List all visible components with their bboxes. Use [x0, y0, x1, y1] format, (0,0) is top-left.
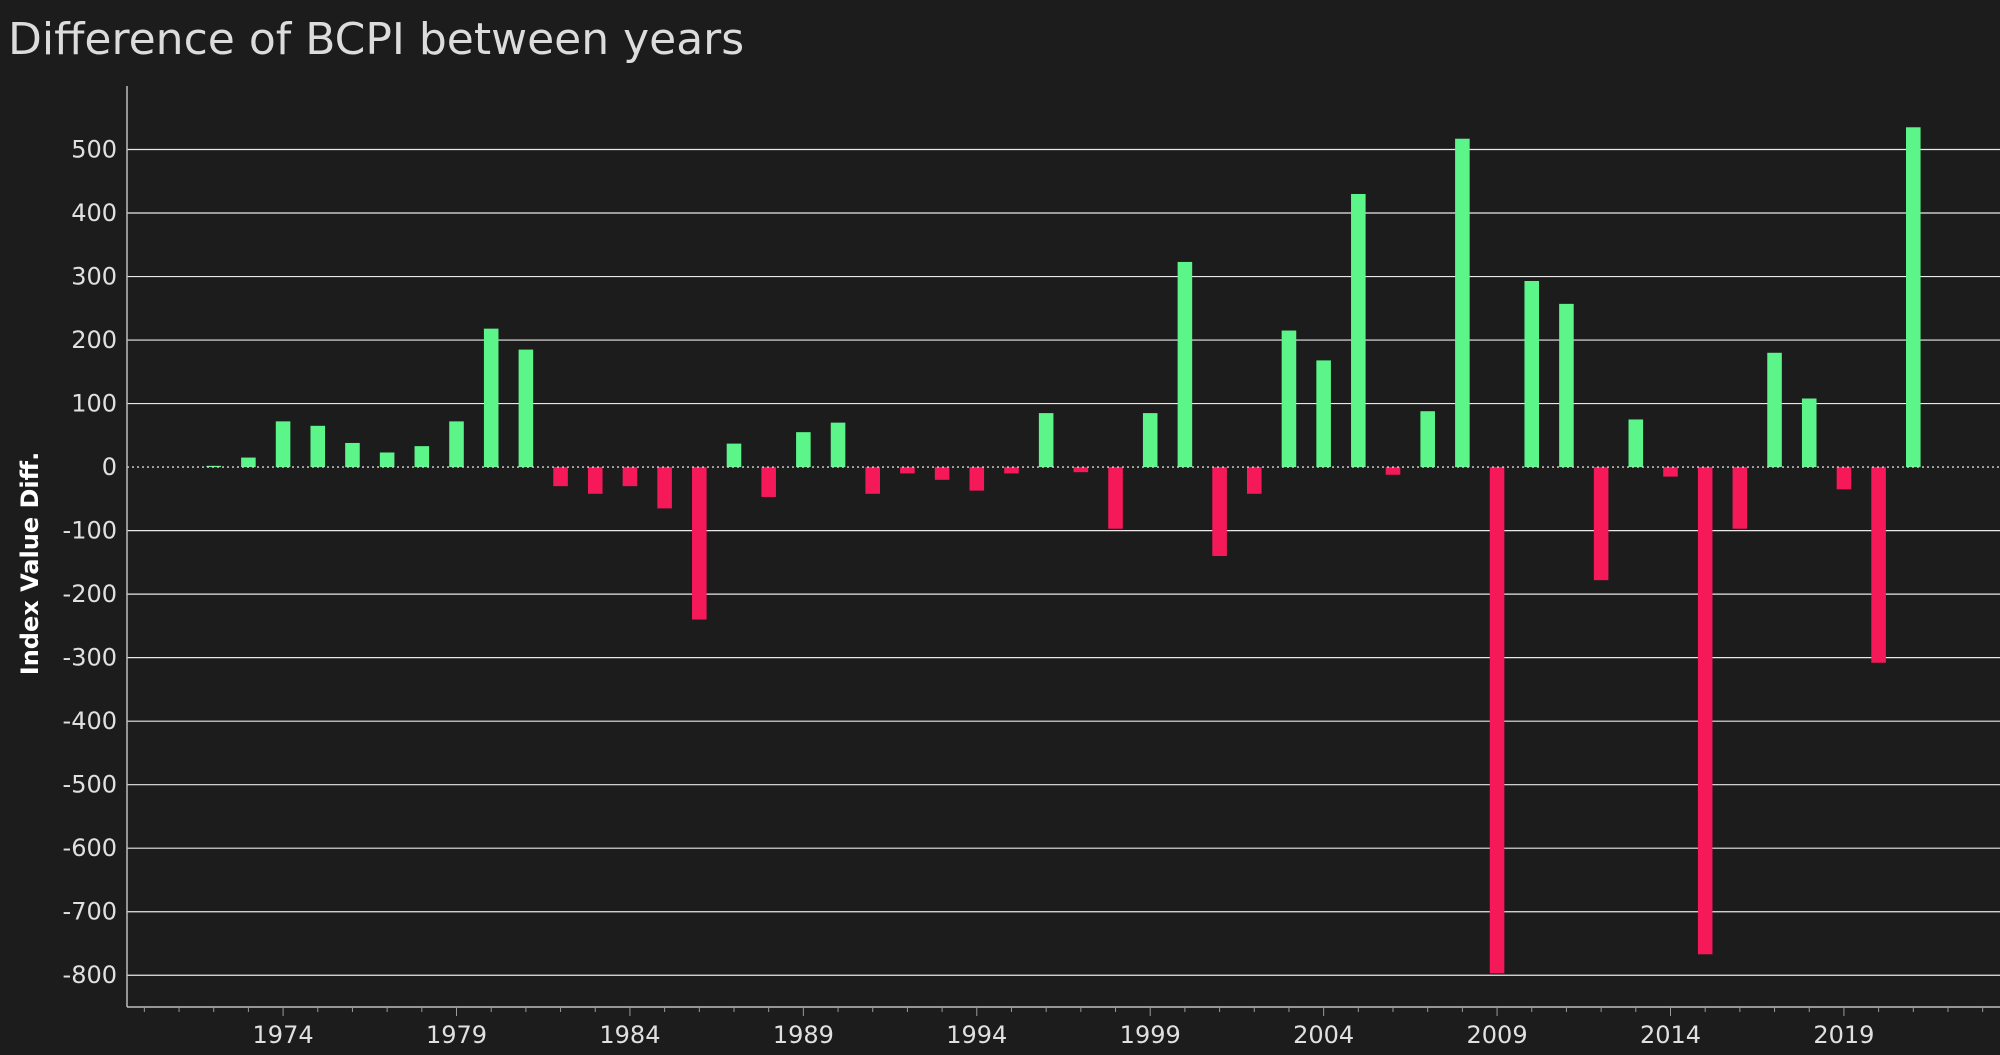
bar-2008[interactable]: [1455, 138, 1470, 468]
bar-1996[interactable]: [1038, 413, 1054, 468]
x-tick-label: 2009: [1467, 1021, 1528, 1049]
axes: [126, 86, 2000, 1008]
bar-2005[interactable]: [1351, 193, 1366, 468]
x-tick-label: 2014: [1640, 1021, 1701, 1049]
bar-2009[interactable]: [1489, 467, 1505, 974]
bar-1978[interactable]: [414, 446, 430, 468]
x-tick-label: 2019: [1813, 1021, 1874, 1049]
bar-1994[interactable]: [969, 467, 985, 491]
bar-2021[interactable]: [1906, 127, 1921, 468]
y-tick-label: -800: [63, 961, 117, 989]
x-axis-ticks: 1974 1979 1984 1989 1994 1999 2004 2009 2014 2019: [143, 1007, 1984, 1049]
y-tick-label: 0: [102, 453, 117, 481]
bar-1997[interactable]: [1073, 467, 1089, 473]
bar-2015[interactable]: [1697, 467, 1713, 955]
bar-2006[interactable]: [1385, 467, 1401, 475]
bar-2001[interactable]: [1212, 467, 1227, 557]
bar-2000[interactable]: [1177, 261, 1193, 468]
bar-1981[interactable]: [518, 349, 534, 468]
y-tick-label: -500: [63, 771, 117, 799]
bar-1979[interactable]: [449, 421, 464, 468]
bar-1975[interactable]: [310, 425, 326, 468]
bar-2020[interactable]: [1871, 467, 1886, 663]
bar-1990[interactable]: [830, 422, 846, 468]
bar-1992[interactable]: [900, 467, 915, 474]
y-axis-ticks: 500 400 300 200 100 0 -100 -200 -300 -400 -500 -600…: [63, 136, 117, 990]
y-tick-label: -300: [63, 644, 117, 672]
x-tick-label: 1984: [599, 1021, 660, 1049]
bar-1991[interactable]: [865, 467, 881, 494]
bar-1995[interactable]: [1004, 467, 1019, 474]
y-tick-label: 200: [71, 326, 117, 354]
y-tick-label: 300: [71, 263, 117, 291]
bar-1976[interactable]: [345, 442, 360, 468]
y-tick-label: 400: [71, 199, 117, 227]
chart-title: Difference of BCPI between years: [8, 14, 745, 65]
y-tick-label: -700: [63, 898, 117, 926]
y-tick-label: -400: [63, 707, 117, 735]
bar-2012[interactable]: [1593, 467, 1609, 581]
bar-1982[interactable]: [553, 467, 568, 487]
bar-1980[interactable]: [483, 328, 499, 468]
y-tick-label: 100: [71, 390, 117, 418]
bar-1986[interactable]: [692, 467, 707, 620]
bar-1973[interactable]: [241, 457, 256, 468]
bar-2004[interactable]: [1316, 360, 1331, 468]
bar-1984[interactable]: [622, 467, 638, 487]
bar-1985[interactable]: [657, 467, 672, 509]
bar-1998[interactable]: [1108, 467, 1123, 529]
bar-1983[interactable]: [587, 467, 603, 494]
bar-2007[interactable]: [1420, 411, 1435, 468]
x-tick-label: 2004: [1293, 1021, 1354, 1049]
bar-1987[interactable]: [726, 443, 742, 468]
y-axis-title: Index Value Diff.: [16, 452, 44, 675]
bar-2010[interactable]: [1524, 280, 1540, 468]
bar-2014[interactable]: [1663, 467, 1678, 477]
bar-2011[interactable]: [1559, 303, 1574, 468]
bar-1974[interactable]: [275, 421, 291, 468]
gridlines: [127, 148, 2000, 976]
bar-2002[interactable]: [1246, 467, 1262, 494]
bar-1993[interactable]: [934, 467, 950, 480]
bar-2016[interactable]: [1732, 467, 1748, 529]
x-tick-label: 1999: [1120, 1021, 1181, 1049]
bar-1977[interactable]: [379, 452, 395, 468]
bar-2017[interactable]: [1767, 352, 1782, 468]
bar-2003[interactable]: [1281, 330, 1297, 468]
bar-2019[interactable]: [1836, 467, 1852, 490]
bar-1989[interactable]: [796, 432, 811, 468]
y-tick-label: -100: [63, 517, 117, 545]
y-tick-label: -600: [63, 834, 117, 862]
bar-2018[interactable]: [1801, 398, 1817, 468]
x-tick-label: 1989: [773, 1021, 834, 1049]
x-tick-label: 1994: [946, 1021, 1007, 1049]
y-tick-label: 500: [71, 136, 117, 164]
y-tick-label: -200: [63, 580, 117, 608]
x-tick-label: 1974: [253, 1021, 314, 1049]
x-tick-label: 1979: [426, 1021, 487, 1049]
bar-1988[interactable]: [761, 467, 776, 497]
bar-2013[interactable]: [1628, 419, 1644, 468]
bar-1999[interactable]: [1142, 413, 1158, 468]
bars: [206, 127, 1921, 974]
